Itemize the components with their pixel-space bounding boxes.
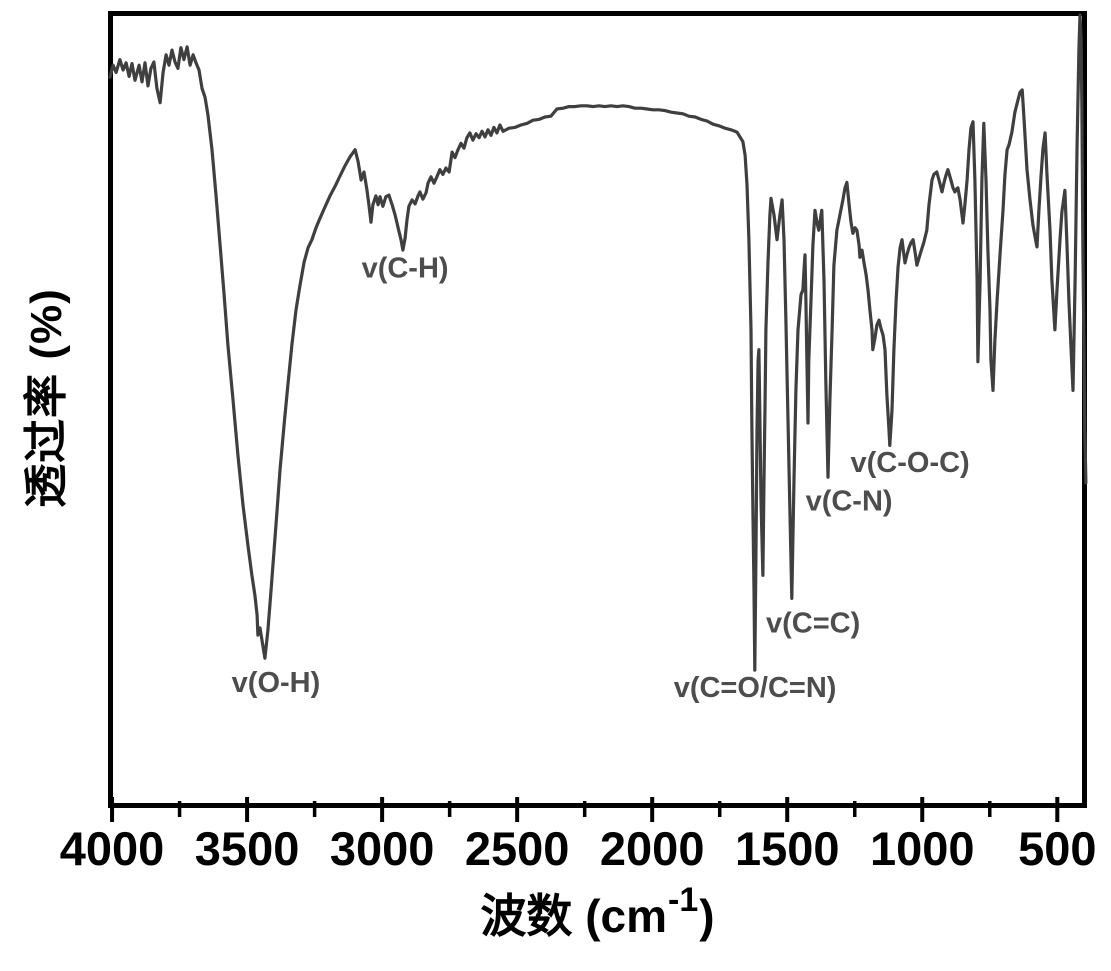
x-axis-title-text: 波数 (cm [480, 890, 668, 942]
peak-annotation-v(C=O/C=N): v(C=O/C=N) [674, 672, 837, 704]
peak-annotation-v(C-N): v(C-N) [806, 485, 893, 517]
peak-annotation-v(C-O-C): v(C-O-C) [851, 447, 970, 479]
peak-annotation-v(C-H): v(C-H) [362, 253, 449, 285]
x-tick-label-2500: 2500 [465, 822, 570, 875]
x-tick-label-4000: 4000 [60, 822, 165, 875]
x-tick-label-1000: 1000 [870, 822, 975, 875]
peak-annotation-v(O-H): v(O-H) [232, 667, 321, 699]
x-tick-label-2000: 2000 [600, 822, 705, 875]
x-tick-label-500: 500 [1018, 822, 1096, 875]
y-axis-title: 透过率 (%) [22, 288, 71, 508]
spectrum-curve [108, 13, 1088, 672]
peak-annotation-v(C=C): v(C=C) [766, 607, 860, 639]
x-tick-label-1500: 1500 [735, 822, 840, 875]
x-axis-title-superscript: -1 [668, 881, 699, 919]
x-axis-title-close-paren: ) [699, 890, 715, 942]
x-axis-title: 波数 (cm-1) [84, 880, 1111, 946]
x-tick-label-3000: 3000 [330, 822, 435, 875]
x-tick-label-3500: 3500 [195, 822, 300, 875]
